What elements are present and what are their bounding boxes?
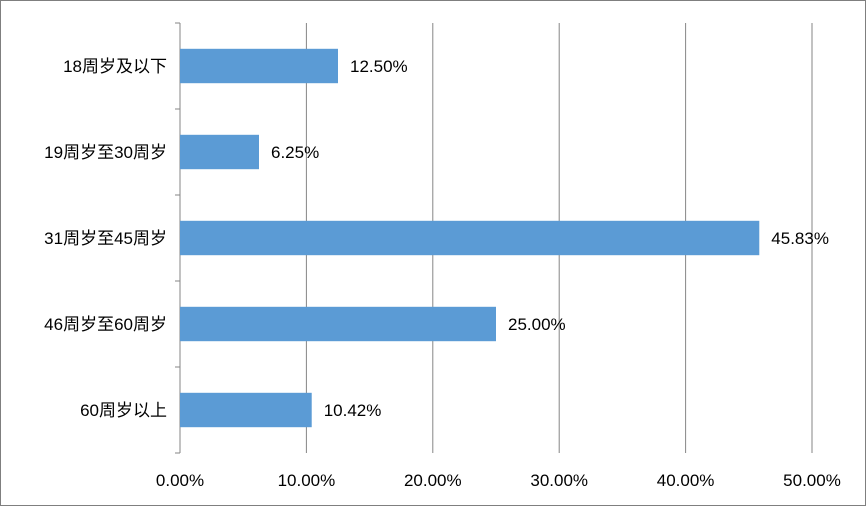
bar — [180, 134, 259, 170]
category-label: 31周岁至45周岁 — [44, 229, 167, 248]
bar — [180, 220, 760, 256]
x-tick-label: 30.00% — [530, 471, 588, 490]
category-label: 60周岁以上 — [80, 401, 167, 420]
x-tick-label: 50.00% — [783, 471, 841, 490]
data-label: 45.83% — [771, 229, 829, 248]
bar — [180, 392, 312, 428]
x-tick-label: 0.00% — [156, 471, 204, 490]
category-label: 19周岁至30周岁 — [44, 143, 167, 162]
x-tick-label: 40.00% — [657, 471, 715, 490]
category-label: 46周岁至60周岁 — [44, 315, 167, 334]
x-tick-label: 20.00% — [404, 471, 462, 490]
data-label: 25.00% — [508, 315, 566, 334]
x-tick-label: 10.00% — [278, 471, 336, 490]
data-label: 12.50% — [350, 57, 408, 76]
data-label: 10.42% — [324, 401, 382, 420]
bar — [180, 48, 338, 84]
category-label: 18周岁及以下 — [63, 57, 167, 76]
data-label: 6.25% — [271, 143, 319, 162]
bar — [180, 306, 496, 342]
